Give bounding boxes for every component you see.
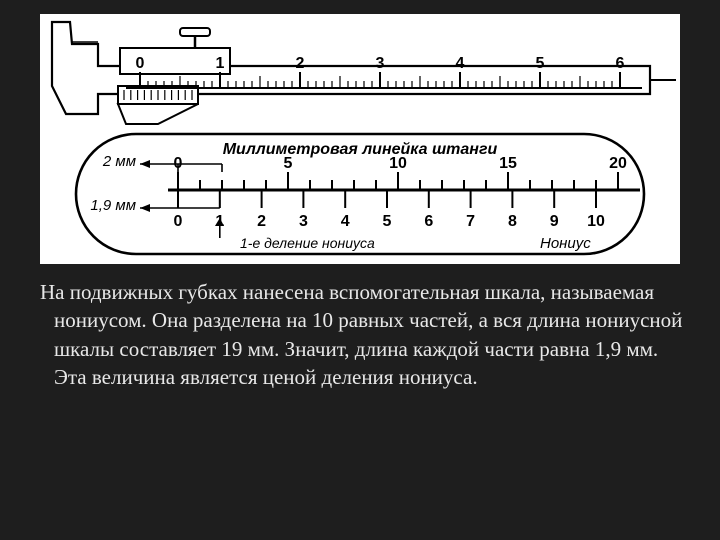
scale-detail: Миллиметровая линейка штанги 0 5 10 15 20 01…: [40, 14, 680, 264]
svg-text:5: 5: [284, 155, 293, 172]
svg-text:6: 6: [424, 213, 433, 230]
svg-text:5: 5: [383, 213, 392, 230]
slide: 0123456 Миллиметровая линейка штанги 051…: [0, 0, 720, 540]
svg-text:8: 8: [508, 213, 517, 230]
label-first-division: 1-е деление нониуса: [240, 235, 375, 251]
svg-text:7: 7: [466, 213, 475, 230]
svg-text:4: 4: [341, 213, 350, 230]
svg-text:10: 10: [389, 155, 407, 172]
body-paragraph: На подвижных губках нанесена вспомогател…: [40, 278, 684, 391]
svg-text:3: 3: [299, 213, 308, 230]
detail-title: Миллиметровая линейка штанги: [223, 141, 498, 158]
svg-text:9: 9: [550, 213, 559, 230]
caliper-figure: 0123456 Миллиметровая линейка штанги 051…: [40, 14, 680, 264]
label-nonius: Нониус: [540, 235, 591, 252]
label-1-9mm: 1,9 мм: [90, 197, 136, 214]
svg-text:0: 0: [174, 213, 183, 230]
svg-text:20: 20: [609, 155, 627, 172]
svg-text:15: 15: [499, 155, 517, 172]
svg-text:10: 10: [587, 213, 605, 230]
svg-text:2: 2: [257, 213, 266, 230]
label-2mm: 2 мм: [102, 153, 136, 170]
